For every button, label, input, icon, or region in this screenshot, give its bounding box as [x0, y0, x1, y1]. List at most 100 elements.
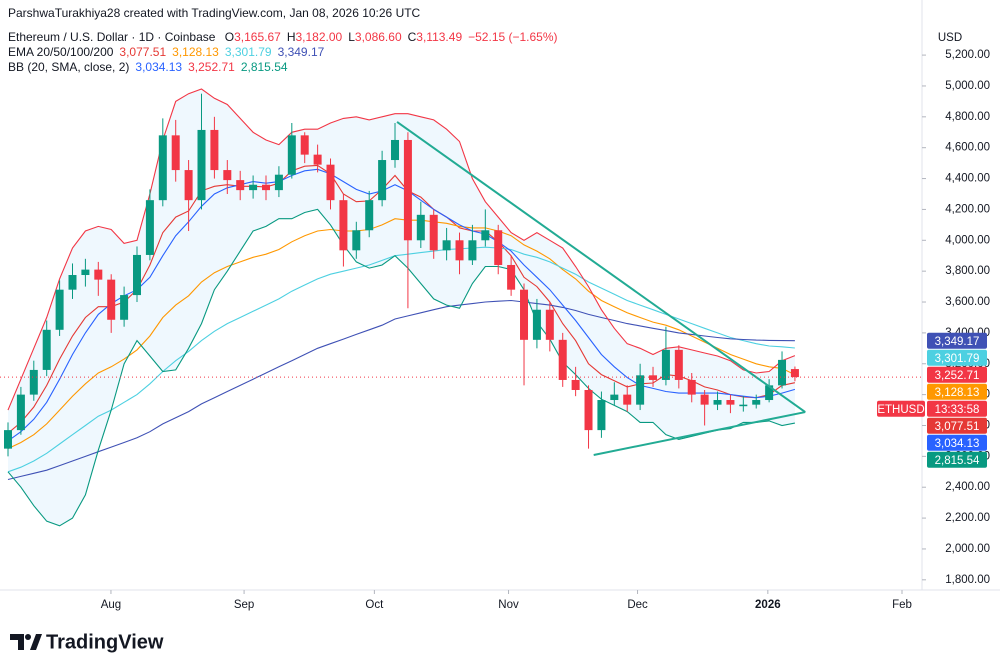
symbol-tag — [877, 400, 925, 417]
price-tag — [927, 332, 987, 349]
candle-body — [55, 289, 64, 330]
ohlc-key: L — [348, 30, 355, 44]
candle-body — [674, 349, 683, 380]
x-tick-label: Feb — [892, 599, 912, 611]
ohlc-value: 3,086.60 — [354, 30, 402, 44]
x-tick-label: 2026 — [755, 599, 781, 611]
candle-body — [687, 379, 696, 395]
x-tick-label: Nov — [498, 599, 519, 611]
candle-body — [649, 375, 658, 380]
y-tick-label: 3,800.00 — [945, 265, 990, 277]
candle-body — [313, 154, 322, 165]
candle-body — [481, 230, 490, 241]
ohlc-value: 3,113.49 — [416, 30, 463, 44]
candle-body — [623, 394, 632, 405]
legend-row: BB (20, SMA, close, 2) 3,034.13 3,252.71 2,… — [8, 60, 294, 74]
x-tick-label: Dec — [627, 599, 648, 611]
indicator-value: 3,349.17 — [277, 45, 325, 59]
candle-body — [94, 269, 103, 280]
y-tick-label: 2,400.00 — [945, 481, 990, 493]
indicator-value: 3,034.13 — [135, 60, 183, 74]
candle-body — [42, 329, 51, 370]
price-tag-label: 3,077.51 — [935, 421, 980, 433]
candle-body — [68, 275, 77, 290]
candle-body — [610, 394, 619, 401]
y-tick-label: 4,800.00 — [945, 111, 990, 123]
legend-row: Ethereum / U.S. Dollar · 1D · Coinbase O… — [8, 30, 564, 44]
candle-body — [520, 289, 529, 340]
indicator-title: EMA 20/50/100/200 — [8, 45, 114, 59]
price-tag — [927, 366, 987, 383]
indicator-value: 3,077.51 — [119, 45, 167, 59]
brand: TradingView — [46, 631, 164, 653]
price-tag — [927, 383, 987, 400]
x-tick-label: Oct — [365, 599, 384, 611]
legend-row: EMA 20/50/100/200 3,077.51 3,128.13 3,301.7… — [8, 45, 330, 59]
trendline — [396, 121, 806, 413]
candle-body — [739, 404, 748, 407]
y-tick-label: 4,600.00 — [945, 142, 990, 154]
indicator-value: 3,128.13 — [172, 45, 219, 59]
price-tag-label: 3,252.71 — [935, 370, 980, 382]
candle-body — [171, 135, 180, 171]
ohlc-key: H — [286, 30, 296, 44]
price-tag — [927, 451, 987, 468]
indicator-value: 2,815.54 — [240, 60, 288, 74]
plot — [0, 88, 922, 527]
ohlc-value: 3,182.00 — [295, 30, 343, 44]
y-tick-label: 2,200.00 — [945, 512, 990, 524]
candle-body — [403, 139, 412, 241]
candle-body — [468, 240, 477, 261]
candle-body — [287, 135, 296, 175]
price-tag — [927, 434, 987, 451]
price-tag-label: 3,128.13 — [935, 387, 980, 399]
indicator-value: 3,301.79 — [224, 45, 272, 59]
y-tick-label: 4,400.00 — [945, 173, 990, 185]
candle-body — [29, 369, 38, 395]
candle-body — [339, 200, 348, 251]
candle-body — [223, 170, 232, 181]
candle-body — [778, 359, 787, 386]
candle-body — [416, 214, 425, 241]
candle-body — [752, 400, 761, 405]
candle-body — [16, 394, 25, 431]
price-tag — [927, 400, 987, 417]
candle-body — [545, 309, 554, 340]
candle-body — [378, 160, 387, 201]
ohlc-key: C — [407, 30, 417, 44]
candle-body — [700, 394, 709, 405]
price-tag — [927, 417, 987, 434]
candle-body — [158, 135, 167, 201]
candle-body — [726, 400, 735, 405]
indicator-title: BB (20, SMA, close, 2) — [8, 60, 130, 74]
price-tag-label: 2,815.54 — [935, 455, 980, 467]
candle-body — [507, 264, 516, 290]
candle-body — [661, 349, 670, 380]
candle-body — [571, 379, 580, 390]
indicator-value: 3,252.71 — [188, 60, 235, 74]
candle-body — [636, 375, 645, 405]
candle-body — [184, 170, 193, 201]
price-tag-label: 13:33:58 — [935, 404, 980, 416]
attribution: ParshwaTurakhiya28 created with TradingV… — [8, 6, 421, 20]
candle-body — [391, 139, 400, 161]
y-tick-label: 5,200.00 — [945, 49, 990, 61]
candle-body — [145, 200, 154, 255]
candle-body — [120, 295, 129, 320]
ohlc-key: O — [224, 30, 235, 44]
candle-body — [713, 400, 722, 405]
candle-body — [790, 369, 799, 378]
candle-body — [365, 200, 374, 231]
trendline — [593, 411, 806, 456]
x-tick-label: Sep — [234, 599, 254, 611]
candle-body — [584, 389, 593, 431]
ohlc-item: O3,165.67 — [225, 30, 281, 44]
y-tick-label: 1,800.00 — [945, 574, 990, 586]
candle-body — [197, 129, 206, 201]
currency: USD — [938, 32, 962, 44]
change: −52.15 (−1.65%) — [468, 30, 558, 44]
candle-body — [532, 309, 541, 340]
candle-body — [494, 230, 503, 265]
